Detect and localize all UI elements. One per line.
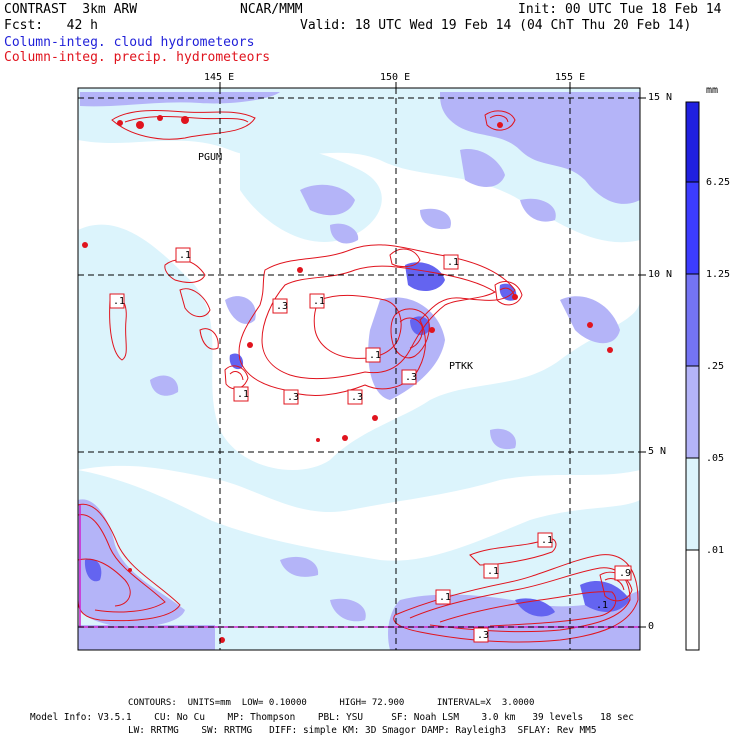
lon-label-145: 145 E [204, 72, 235, 83]
colorbar-level: .05 [706, 453, 725, 464]
contour-label: .3 [477, 630, 490, 641]
field-precip-label: Column-integ. precip. hydrometeors [4, 50, 271, 65]
colorbar-level: .01 [706, 545, 725, 556]
contour-label: .3 [405, 372, 418, 383]
colorbar-level: 6.25 [706, 177, 731, 188]
model-title: CONTRAST 3km ARW [4, 2, 138, 17]
contour-label: .1 [487, 566, 500, 577]
contour-label: .1 [113, 296, 126, 307]
station-ptkk: PTKK [449, 361, 474, 372]
lon-label-150: 150 E [380, 72, 411, 83]
contour-label: .3 [276, 301, 289, 312]
colorbar-level: .25 [706, 361, 725, 372]
contour-label: .1 [313, 296, 326, 307]
contour-label: .1 [237, 389, 250, 400]
lat-label-5n: 5 N [648, 446, 667, 457]
contour-label: .1 [541, 535, 554, 546]
axis-ticks [219, 82, 646, 628]
map-frame [77, 87, 641, 651]
lat-label-10n: 10 N [648, 269, 673, 280]
lat-lon-grid [78, 88, 640, 650]
contour-label: .1 [596, 600, 609, 611]
contour-label: .3 [287, 392, 300, 403]
contour-label: .1 [447, 257, 460, 268]
contour-info: CONTOURS: UNITS=mm LOW= 0.10000 HIGH= 72… [128, 698, 535, 708]
colorbar-level: 1.25 [706, 269, 731, 280]
forecast-hour: Fcst: 42 h [4, 18, 98, 33]
institution-label: NCAR/MMM [240, 2, 303, 17]
contour-label: .9 [619, 568, 632, 579]
station-pgum: PGUM [198, 152, 223, 163]
contour-label-boxes [109, 247, 632, 643]
contour-label: .3 [351, 392, 364, 403]
lat-label-15n: 15 N [648, 92, 673, 103]
colorbar-unit: mm [706, 85, 719, 96]
lat-label-0: 0 [648, 621, 655, 632]
lon-label-155: 155 E [555, 72, 586, 83]
contour-label: .1 [369, 350, 382, 361]
model-info-line2: LW: RRTMG SW: RRTMG DIFF: simple KM: 3D … [128, 725, 597, 736]
model-info-line1: Model Info: V3.5.1 CU: No Cu MP: Thompso… [30, 712, 634, 723]
contour-label: .1 [439, 592, 452, 603]
valid-time: Valid: 18 UTC Wed 19 Feb 14 (04 ChT Thu … [300, 18, 692, 33]
init-time: Init: 00 UTC Tue 18 Feb 14 [518, 2, 722, 17]
colorbar [685, 101, 700, 651]
field-cloud-label: Column-integ. cloud hydrometeors [4, 35, 255, 50]
contour-label: .1 [179, 250, 192, 261]
cloud-layer-medium [78, 92, 640, 650]
